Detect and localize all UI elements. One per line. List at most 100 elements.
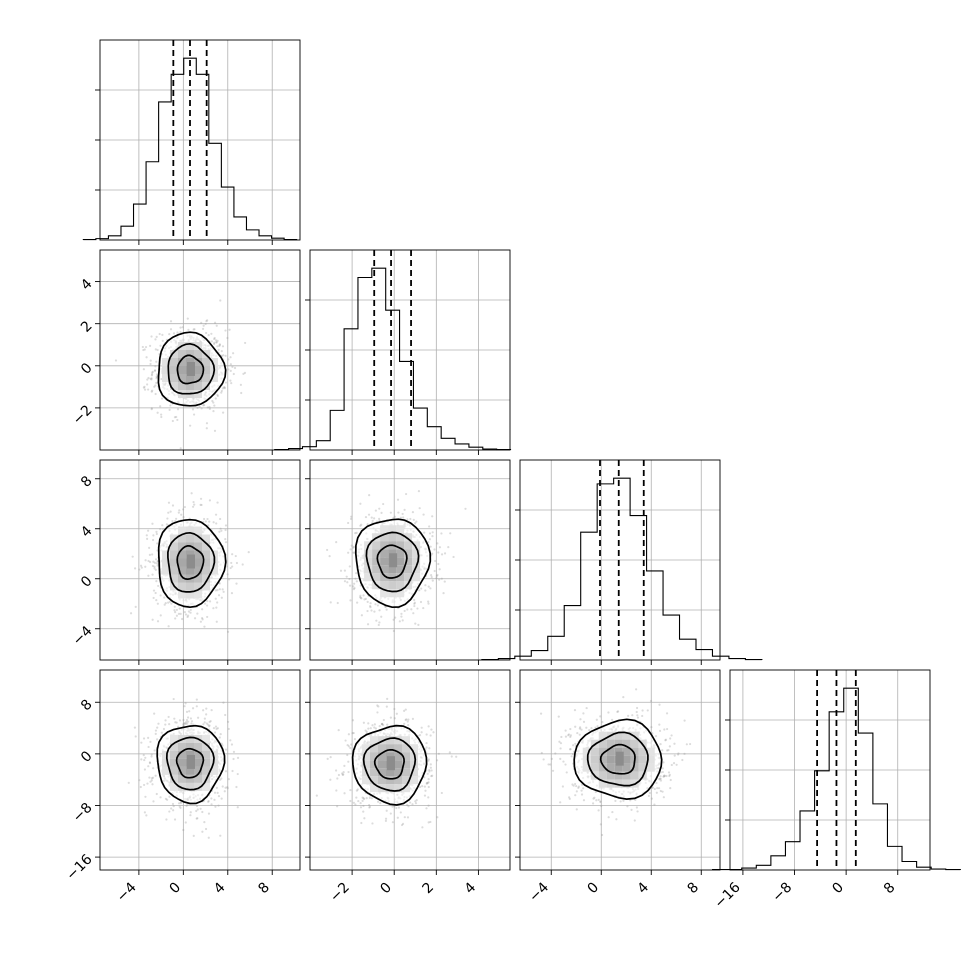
scatter-point [215,341,218,344]
scatter-point [221,588,224,591]
scatter-point [224,770,228,773]
scatter-point [223,790,226,793]
scatter-point [340,772,344,775]
scatter-point [438,568,441,571]
scatter-point [151,618,154,621]
scatter-point [346,743,349,747]
scatter-point [452,555,455,559]
scatter-point [430,575,433,579]
scatter-point [385,809,388,812]
scatter-point [366,523,369,526]
scatter-point [367,513,371,516]
scatter-point [406,720,409,723]
scatter-point [190,722,193,725]
scatter-point [215,522,218,525]
contour-line [165,736,215,791]
scatter-point [155,599,158,602]
scatter-point [373,726,376,729]
scatter-point [145,356,148,359]
scatter-point [410,608,413,611]
scatter-point [423,785,426,788]
scatter-point [152,589,156,592]
scatter-point [355,572,358,575]
scatter-point [326,757,329,760]
x-tick-label: 2 [420,880,438,898]
scatter-point [224,528,227,532]
scatter-point [179,447,182,450]
scatter-point [204,827,208,831]
scatter-point [442,592,445,595]
scatter-point [202,324,205,327]
scatter-point [226,336,229,340]
scatter-point [189,424,192,427]
scatter-point [345,575,348,578]
scatter-point [344,739,347,742]
y-tick-label: 0 [78,360,96,378]
scatter-point [179,612,182,615]
scatter-point [427,600,430,603]
scatter-point [235,561,239,565]
scatter-point [174,617,177,620]
scatter-point [168,600,172,603]
scatter-point [348,577,351,581]
scatter-point [159,528,162,531]
scatter-point [436,542,439,545]
scatter-point [173,818,177,821]
scatter-point [382,502,385,506]
scatter-point [360,523,363,526]
scatter-point [435,576,438,580]
x-tick-label: 4 [211,879,229,897]
scatter-point [164,601,167,605]
scatter-point [400,823,404,827]
scatter-point [352,731,355,735]
scatter-point [218,582,221,585]
scatter-point [208,724,211,727]
scatter-point [242,372,245,375]
scatter-point [208,499,212,502]
scatter-point [418,507,421,510]
scatter-point [213,791,217,794]
scatter-point [421,785,424,788]
scatter-point [214,397,217,400]
scatter-point [349,548,352,551]
scatter-point [144,565,147,568]
scatter-point [378,621,381,624]
scatter-point [366,623,370,626]
scatter-point [154,392,157,396]
scatter-point [367,722,370,725]
scatter-point [464,507,467,510]
scatter-point [428,538,431,541]
scatter-point [212,726,216,730]
scatter-point [160,731,163,734]
scatter-point [153,565,156,568]
scatter-point [216,339,219,342]
scatter-point [150,407,153,410]
scatter-point [431,579,434,582]
scatter-point [355,531,358,534]
scatter-point [369,602,372,605]
scatter-point [155,532,158,536]
scatter-point [171,504,175,507]
scatter-point [207,333,210,337]
scatter-point [406,518,409,521]
scatter-point [153,749,156,752]
scatter-point [362,721,365,724]
scatter-point [366,609,369,613]
scatter-point [163,596,166,599]
scatter-point [202,517,206,521]
scatter-point [218,736,221,739]
scatter-point [182,723,185,726]
scatter-point [148,553,151,556]
scatter-point [144,559,147,562]
scatter-point [199,620,202,623]
scatter-point [196,808,199,811]
scatter-point [326,548,329,552]
scatter-point [161,524,164,527]
scatter-point [173,416,177,419]
histogram-step [274,267,512,451]
scatter-point [417,623,420,627]
contour-line [157,331,227,407]
scatter-point [235,582,238,585]
scatter-point [201,608,204,611]
scatter-point [150,373,154,376]
